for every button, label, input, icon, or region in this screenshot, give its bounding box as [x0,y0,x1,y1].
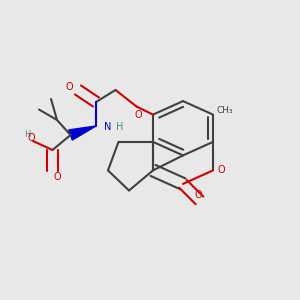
Text: N: N [104,122,112,133]
Text: O: O [134,110,142,121]
Text: O: O [65,82,73,92]
Text: H: H [116,122,123,133]
Text: O: O [53,172,61,182]
Polygon shape [69,126,96,140]
Text: O: O [195,190,203,200]
Text: H: H [24,130,30,139]
Text: O: O [28,133,35,143]
Text: CH₃: CH₃ [217,106,233,115]
Text: O: O [218,165,225,176]
